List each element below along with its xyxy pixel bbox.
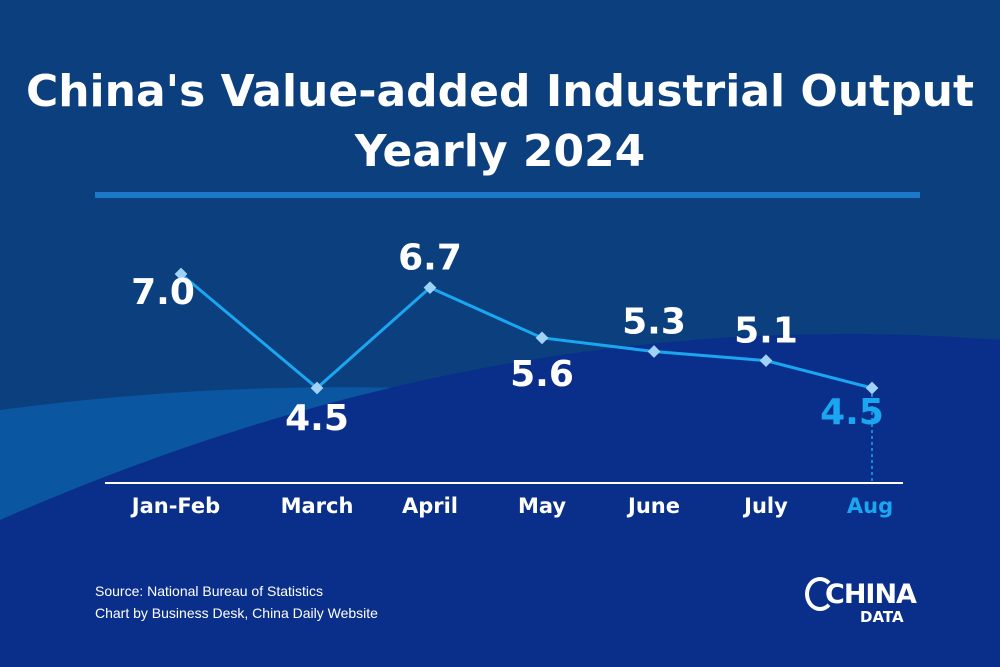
logo-arcs-icon: [805, 577, 835, 611]
data-point-1: [310, 381, 324, 395]
source-text: Source: National Bureau of Statistics: [95, 583, 324, 599]
data-label-5: 5.1: [734, 311, 798, 352]
x-tick-label-4: June: [626, 494, 680, 518]
data-label-3: 5.6: [510, 354, 574, 395]
data-point-2: [423, 281, 437, 295]
footer: Source: National Bureau of Statistics Ch…: [95, 580, 378, 624]
data-label-0: 7.0: [131, 272, 195, 313]
x-tick-label-6: Aug: [847, 494, 893, 518]
x-tick-label-2: April: [402, 494, 458, 518]
data-label-4: 5.3: [622, 302, 686, 343]
x-tick-label-0: Jan-Feb: [130, 494, 220, 518]
data-point-0: [174, 267, 188, 281]
chart-title: China's Value-added Industrial Output Ye…: [25, 66, 975, 177]
data-label-6: 4.5: [820, 392, 884, 433]
data-label-2: 6.7: [398, 238, 462, 279]
x-tick-label-5: July: [742, 494, 788, 518]
x-tick-label-3: May: [518, 494, 566, 518]
data-point-5: [759, 354, 773, 368]
x-tick-label-1: March: [281, 494, 354, 518]
credit-text: Chart by Business Desk, China Daily Webs…: [95, 605, 378, 621]
data-point-3: [535, 331, 549, 345]
data-label-1: 4.5: [285, 398, 349, 439]
data-point-4: [647, 345, 661, 358]
title-divider: [95, 192, 920, 198]
